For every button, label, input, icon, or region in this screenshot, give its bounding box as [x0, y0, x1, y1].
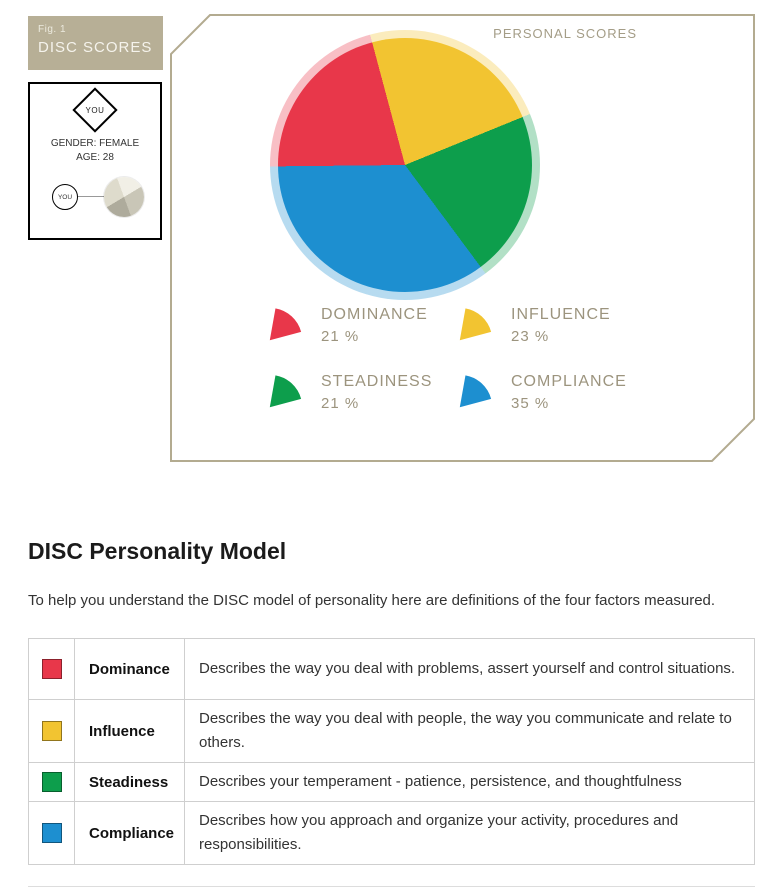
- page-title: DISC Personality Model: [28, 538, 287, 564]
- dominance-swatch: [41, 659, 62, 679]
- factor-name: Compliance: [74, 801, 185, 865]
- factor-name: Steadiness: [74, 762, 185, 802]
- compliance-swatch: [41, 823, 62, 843]
- personal-scores-pie: [278, 38, 532, 292]
- legend-text: DOMINANCE 21 %: [321, 306, 428, 345]
- definitions-table-wrap: Dominance Describes the way you deal wit…: [28, 638, 755, 865]
- pie-legend: DOMINANCE 21 % INFLUENCE 23 % STEADINE: [265, 306, 665, 412]
- you-diamond-marker: YOU: [72, 87, 118, 133]
- profile-card: YOU GENDER: FEMALE AGE: 28 YOU: [28, 82, 162, 240]
- panel-header: PERSONAL SCORES: [493, 26, 637, 41]
- legend-value: 35 %: [511, 395, 550, 412]
- factor-description: Describes the way you deal with problems…: [184, 638, 755, 700]
- you-circle-marker: YOU: [52, 184, 78, 210]
- steadiness-wedge-icon: [269, 375, 302, 408]
- mini-pie-icon: [104, 177, 144, 217]
- swatch-cell: [28, 699, 75, 763]
- legend-label: STEADINESS: [321, 373, 433, 390]
- steadiness-swatch: [41, 772, 62, 792]
- profile-gender: GENDER: FEMALE: [50, 138, 140, 149]
- section-divider: [28, 886, 755, 887]
- intro-text: To help you understand the DISC model of…: [28, 592, 716, 609]
- factor-name: Influence: [74, 699, 185, 763]
- table-row: Compliance Describes how you approach an…: [28, 801, 755, 865]
- influence-wedge-icon: [459, 308, 492, 341]
- legend-item-influence: INFLUENCE 23 %: [455, 306, 665, 345]
- factor-name: Dominance: [74, 638, 185, 700]
- legend-item-steadiness: STEADINESS 21 %: [265, 373, 455, 412]
- legend-text: STEADINESS 21 %: [321, 373, 432, 412]
- legend-text: INFLUENCE 23 %: [511, 306, 611, 345]
- factor-description: Describes how you approach and organize …: [184, 801, 755, 865]
- legend-value: 21 %: [321, 328, 360, 345]
- legend-label: INFLUENCE: [511, 306, 611, 323]
- definitions-table: Dominance Describes the way you deal wit…: [28, 638, 755, 865]
- table-row: Influence Describes the way you deal wit…: [28, 699, 755, 763]
- influence-swatch: [41, 721, 62, 741]
- pie-chart-area: [270, 30, 540, 300]
- legend-label: COMPLIANCE: [511, 373, 627, 390]
- swatch-cell: [28, 638, 75, 700]
- profile-age: AGE: 28: [76, 152, 114, 163]
- legend-item-dominance: DOMINANCE 21 %: [265, 306, 455, 345]
- you-diamond-label: YOU: [85, 105, 105, 115]
- figure-title: DISC SCORES: [38, 39, 153, 56]
- figure-number: Fig. 1: [38, 24, 67, 35]
- swatch-cell: [28, 801, 75, 865]
- figure-title-box: Fig. 1 DISC SCORES: [28, 16, 163, 70]
- compliance-wedge-icon: [459, 375, 492, 408]
- personal-scores-panel: PERSONAL SCORES DOMINANCE 21 % IN: [170, 14, 755, 462]
- factor-description: Describes the way you deal with people, …: [184, 699, 755, 763]
- table-row: Steadiness Describes your temperament - …: [28, 762, 755, 802]
- legend-text: COMPLIANCE 35 %: [511, 373, 627, 412]
- legend-value: 23 %: [511, 328, 550, 345]
- connector-line: [78, 196, 104, 197]
- factor-description: Describes your temperament - patience, p…: [184, 762, 755, 802]
- legend-item-compliance: COMPLIANCE 35 %: [455, 373, 665, 412]
- legend-label: DOMINANCE: [321, 306, 428, 323]
- panel-border: [170, 14, 755, 462]
- table-row: Dominance Describes the way you deal wit…: [28, 638, 755, 700]
- dominance-wedge-icon: [269, 308, 302, 341]
- legend-value: 21 %: [321, 395, 360, 412]
- swatch-cell: [28, 762, 75, 802]
